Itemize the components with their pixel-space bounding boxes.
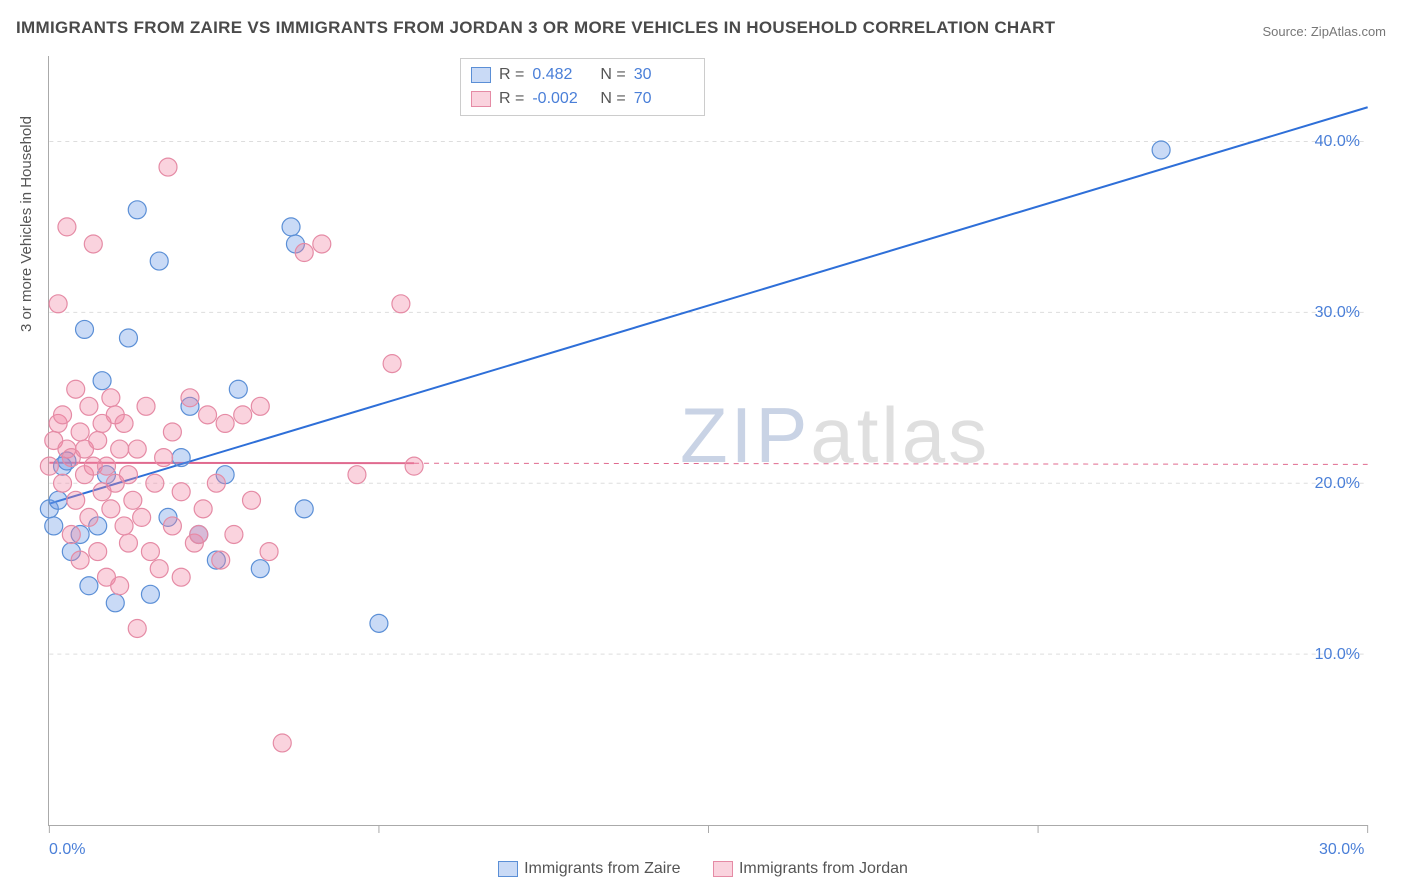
r-label: R =: [499, 87, 524, 111]
n-value: 30: [634, 63, 694, 87]
legend-stats-row: R = 0.482 N = 30: [471, 63, 694, 87]
chart-title: IMMIGRANTS FROM ZAIRE VS IMMIGRANTS FROM…: [16, 18, 1055, 38]
y-tick-label: 40.0%: [1315, 133, 1360, 151]
plot-area: 10.0%20.0%30.0%40.0%0.0%30.0%: [48, 56, 1368, 826]
legend-swatch-blue: [498, 861, 518, 877]
legend-item: Immigrants from Jordan: [713, 860, 908, 878]
x-tick-label: 30.0%: [1319, 841, 1364, 859]
y-tick-label: 30.0%: [1315, 304, 1360, 322]
r-value: -0.002: [532, 87, 592, 111]
legend-stats-row: R = -0.002 N = 70: [471, 87, 694, 111]
y-axis-label: 3 or more Vehicles in Household: [18, 116, 35, 332]
legend-swatch-pink: [471, 91, 491, 107]
r-value: 0.482: [532, 63, 592, 87]
source-attribution: Source: ZipAtlas.com: [1262, 24, 1386, 39]
chart-svg: [49, 56, 1368, 825]
legend-label: Immigrants from Zaire: [524, 860, 680, 878]
legend-stats: R = 0.482 N = 30 R = -0.002 N = 70: [460, 58, 705, 116]
n-label: N =: [600, 87, 625, 111]
legend-series: Immigrants from Zaire Immigrants from Jo…: [0, 860, 1406, 882]
legend-label: Immigrants from Jordan: [739, 860, 908, 878]
x-tick-label: 0.0%: [49, 841, 85, 859]
n-label: N =: [600, 63, 625, 87]
legend-item: Immigrants from Zaire: [498, 860, 680, 878]
y-tick-label: 20.0%: [1315, 475, 1360, 493]
legend-swatch-pink: [713, 861, 733, 877]
n-value: 70: [634, 87, 694, 111]
r-label: R =: [499, 63, 524, 87]
y-tick-label: 10.0%: [1315, 646, 1360, 664]
legend-swatch-blue: [471, 67, 491, 83]
